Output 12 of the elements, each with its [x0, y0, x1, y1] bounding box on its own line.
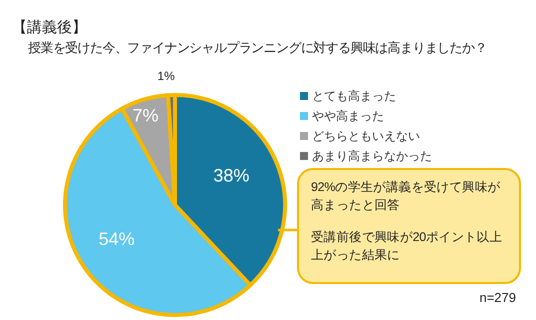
chart-subtitle: 授業を受けた今、ファイナンシャルプランニングに対する興味は高まりましたか？ [28, 39, 487, 57]
data-label: 1% [157, 69, 176, 84]
legend-label: やや高まった [312, 109, 384, 123]
data-label: 38% [213, 166, 250, 186]
callout-box: 92%の学生が講義を受けて興味が高まったと回答 受講前後で興味が20ポイント以上上がった結果に [297, 168, 521, 284]
legend-label: どちらともいえない [312, 129, 420, 143]
legend-label: あまり高まらなかった [312, 149, 432, 163]
legend-label: とても高まった [312, 89, 396, 103]
data-label: 54% [98, 228, 135, 249]
data-label: 7% [132, 105, 158, 126]
chart-title: 【講義後】 [12, 18, 87, 37]
text: n=279 [479, 290, 516, 305]
